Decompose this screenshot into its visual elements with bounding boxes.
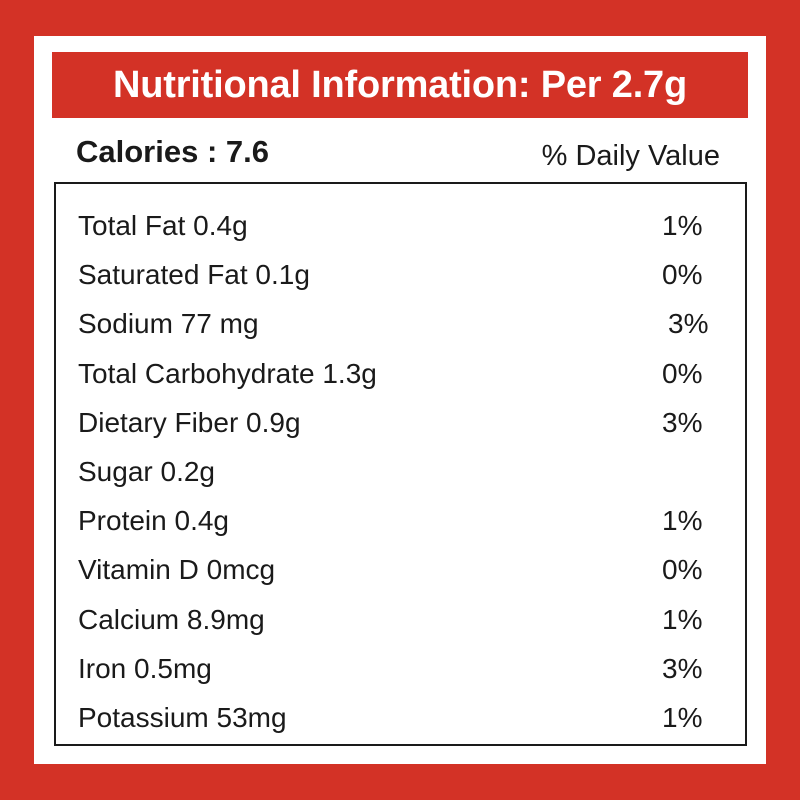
nutrient-name: Protein 0.4g — [78, 505, 229, 537]
nutrient-daily-value: 0% — [662, 259, 703, 291]
calories-label: Calories : 7.6 — [76, 134, 269, 169]
nutrient-daily-value: 1% — [662, 701, 703, 733]
nutrient-name: Total Carbohydrate 1.3g — [78, 357, 377, 389]
nutrient-name: Saturated Fat 0.1g — [78, 259, 310, 291]
nutrient-row: Protein 0.4g 1% — [56, 497, 745, 546]
nutrient-daily-value: 0% — [662, 554, 703, 586]
nutrition-card: Nutritional Information: Per 2.7g Calori… — [34, 36, 766, 764]
nutrient-name: Sugar 0.2g — [78, 455, 215, 487]
nutrient-daily-value: 3% — [668, 308, 709, 340]
nutrient-daily-value: 1% — [662, 505, 703, 537]
nutrient-row: Vitamin D 0mcg 0% — [56, 546, 745, 595]
nutrient-row: Iron 0.5mg 3% — [56, 645, 745, 694]
nutrient-row: Total Fat 0.4g 1% — [56, 202, 745, 251]
daily-value-header: % Daily Value — [541, 140, 720, 172]
nutrient-row: Saturated Fat 0.1g 0% — [56, 251, 745, 300]
nutrient-daily-value: 1% — [662, 603, 703, 635]
nutrient-name: Potassium 53mg — [78, 701, 287, 733]
nutrient-daily-value: 3% — [662, 406, 703, 438]
nutrient-daily-value: 1% — [662, 210, 703, 241]
nutrient-row: Total Carbohydrate 1.3g 0% — [56, 350, 745, 399]
nutrient-row: Calcium 8.9mg 1% — [56, 596, 745, 645]
nutrient-name: Dietary Fiber 0.9g — [78, 406, 301, 438]
nutrient-daily-value: 0% — [662, 357, 703, 389]
nutrient-name: Iron 0.5mg — [78, 652, 212, 684]
nutrient-row: Dietary Fiber 0.9g 3% — [56, 399, 745, 448]
nutrient-table: Total Fat 0.4g 1% Saturated Fat 0.1g 0% … — [54, 182, 747, 746]
nutrient-name: Vitamin D 0mcg — [78, 554, 276, 586]
nutrient-row: Potassium 53mg 1% — [56, 694, 745, 743]
nutrient-daily-value: 3% — [662, 652, 703, 684]
nutrient-name: Calcium 8.9mg — [78, 603, 265, 635]
nutrient-row: Sugar 0.2g — [56, 448, 745, 497]
nutrient-name: Sodium 77 mg — [78, 308, 259, 340]
page-title: Nutritional Information: Per 2.7g — [52, 52, 748, 118]
nutrient-row: Sodium 77 mg 3% — [56, 300, 745, 349]
nutrient-name: Total Fat 0.4g — [78, 210, 248, 241]
nutrient-rows: Total Fat 0.4g 1% Saturated Fat 0.1g 0% … — [56, 202, 745, 743]
